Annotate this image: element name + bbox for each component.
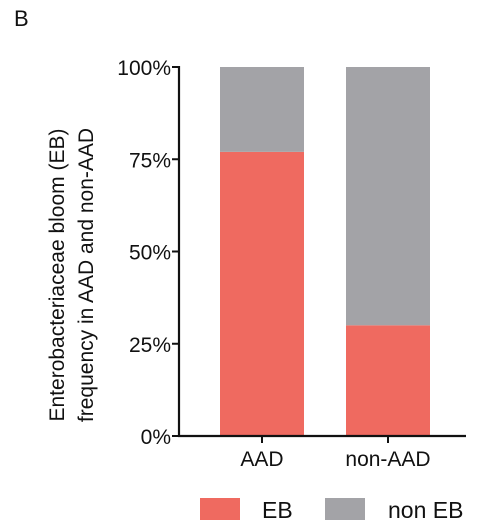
- bar-aad-non-eb: [220, 67, 304, 152]
- x-tick-label: non-AAD: [345, 448, 430, 471]
- y-axis-label-line: frequency in AAD and non-AAD: [75, 128, 98, 422]
- bars-group: [220, 67, 430, 436]
- legend-label: non EB: [388, 497, 463, 523]
- y-axis-label: Enterobacteriaceae bloom (EB) frequency i…: [46, 128, 98, 422]
- y-tick-label: 25%: [129, 334, 171, 357]
- x-tick-label: AAD: [240, 448, 283, 471]
- bar-aad-eb: [220, 151, 304, 436]
- axes-group: 0% 25% 50% 75% 100% AAD non-AAD: [117, 57, 466, 471]
- y-tick-label: 100%: [117, 57, 171, 80]
- legend-swatch: [325, 498, 365, 520]
- legend-swatch: [200, 498, 240, 520]
- y-tick-label: 50%: [129, 242, 171, 265]
- y-axis-label-line: Enterobacteriaceae bloom (EB): [46, 129, 69, 422]
- y-tick-label: 0%: [141, 426, 171, 449]
- bar-non-aad-non-eb: [346, 67, 430, 326]
- legend-label: EB: [262, 497, 293, 523]
- legend: EB non EB: [200, 497, 463, 523]
- bar-non-aad-eb: [346, 325, 430, 436]
- y-tick-label: 75%: [129, 149, 171, 172]
- panel-label: B: [14, 6, 29, 31]
